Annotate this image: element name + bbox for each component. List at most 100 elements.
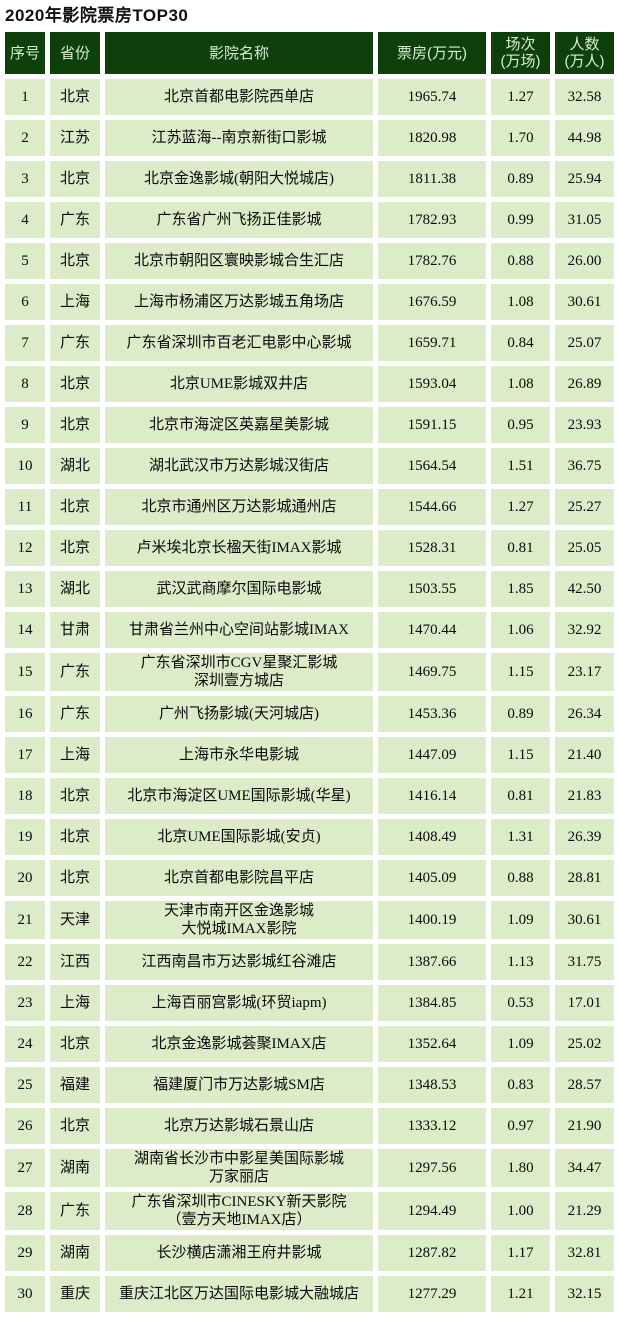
cinema-cell: 上海市永华电影城: [105, 737, 373, 773]
attendance-cell: 23.93: [555, 407, 614, 443]
rank-cell: 10: [5, 448, 45, 484]
attendance-cell: 28.57: [555, 1067, 614, 1103]
rank-cell: 3: [5, 161, 45, 197]
cinema-cell: 北京UME国际影城(安贞): [105, 819, 373, 855]
rank-cell: 11: [5, 489, 45, 525]
cinema-cell: 北京市通州区万达影城通州店: [105, 489, 373, 525]
cinema-cell: 北京金逸影城荟聚IMAX店: [105, 1026, 373, 1062]
box-office-cell: 1782.93: [378, 202, 486, 238]
province-cell: 天津: [50, 901, 100, 939]
province-cell: 湖北: [50, 448, 100, 484]
cinema-cell: 北京首都电影院昌平店: [105, 860, 373, 896]
cinema-cell: 北京市海淀区UME国际影城(华星): [105, 778, 373, 814]
rank-cell: 22: [5, 944, 45, 980]
screenings-cell: 1.27: [491, 79, 550, 115]
attendance-cell: 25.07: [555, 325, 614, 361]
attendance-cell: 26.34: [555, 696, 614, 732]
rank-cell: 30: [5, 1276, 45, 1312]
rank-cell: 6: [5, 284, 45, 320]
table-row: 19 北京 北京UME国际影城(安贞) 1408.49 1.31 26.39: [5, 819, 614, 855]
table-row: 3 北京 北京金逸影城(朝阳大悦城店) 1811.38 0.89 25.94: [5, 161, 614, 197]
attendance-cell: 30.61: [555, 284, 614, 320]
rank-cell: 19: [5, 819, 45, 855]
box-office-cell: 1782.76: [378, 243, 486, 279]
attendance-cell: 17.01: [555, 985, 614, 1021]
province-cell: 北京: [50, 530, 100, 566]
cinema-cell: 湖北武汉市万达影城汉街店: [105, 448, 373, 484]
box-office-cell: 1469.75: [378, 653, 486, 691]
province-cell: 上海: [50, 284, 100, 320]
screenings-cell: 0.81: [491, 778, 550, 814]
box-office-cell: 1503.55: [378, 571, 486, 607]
province-cell: 北京: [50, 366, 100, 402]
box-office-cell: 1544.66: [378, 489, 486, 525]
box-office-cell: 1564.54: [378, 448, 486, 484]
table-row: 6 上海 上海市杨浦区万达影城五角场店 1676.59 1.08 30.61: [5, 284, 614, 320]
header-row: 序号 省份 影院名称 票房(万元) 场次 (万场) 人数 (万人): [5, 32, 614, 74]
rank-cell: 14: [5, 612, 45, 648]
screenings-cell: 1.15: [491, 737, 550, 773]
screenings-cell: 0.53: [491, 985, 550, 1021]
province-cell: 福建: [50, 1067, 100, 1103]
cinema-cell: 北京市朝阳区寰映影城合生汇店: [105, 243, 373, 279]
box-office-cell: 1470.44: [378, 612, 486, 648]
attendance-cell: 23.17: [555, 653, 614, 691]
cinema-cell: 北京首都电影院西单店: [105, 79, 373, 115]
attendance-cell: 25.27: [555, 489, 614, 525]
screenings-cell: 0.84: [491, 325, 550, 361]
screenings-cell: 1.00: [491, 1192, 550, 1230]
column-header-cinema: 影院名称: [105, 32, 373, 74]
table-row: 25 福建 福建厦门市万达影城SM店 1348.53 0.83 28.57: [5, 1067, 614, 1103]
province-cell: 广东: [50, 325, 100, 361]
attendance-cell: 21.29: [555, 1192, 614, 1230]
table-body: 1 北京 北京首都电影院西单店 1965.74 1.27 32.58 2 江苏 …: [5, 79, 614, 1312]
cinema-cell: 广东省深圳市百老汇电影中心影城: [105, 325, 373, 361]
screenings-cell: 1.06: [491, 612, 550, 648]
attendance-cell: 25.05: [555, 530, 614, 566]
province-cell: 北京: [50, 161, 100, 197]
screenings-cell: 0.95: [491, 407, 550, 443]
cinema-cell: 广东省深圳市CINESKY新天影院 （壹方天地IMAX店）: [105, 1192, 373, 1230]
box-office-cell: 1352.64: [378, 1026, 486, 1062]
attendance-cell: 21.90: [555, 1108, 614, 1144]
screenings-cell: 0.89: [491, 161, 550, 197]
attendance-cell: 25.02: [555, 1026, 614, 1062]
province-cell: 湖南: [50, 1149, 100, 1187]
attendance-cell: 31.75: [555, 944, 614, 980]
screenings-cell: 1.08: [491, 284, 550, 320]
box-office-cell: 1811.38: [378, 161, 486, 197]
table-row: 29 湖南 长沙横店潇湘王府井影城 1287.82 1.17 32.81: [5, 1235, 614, 1271]
cinema-cell: 长沙横店潇湘王府井影城: [105, 1235, 373, 1271]
attendance-cell: 42.50: [555, 571, 614, 607]
table-row: 18 北京 北京市海淀区UME国际影城(华星) 1416.14 0.81 21.…: [5, 778, 614, 814]
box-office-cell: 1447.09: [378, 737, 486, 773]
table-row: 12 北京 卢米埃北京长楹天街IMAX影城 1528.31 0.81 25.05: [5, 530, 614, 566]
box-office-cell: 1453.36: [378, 696, 486, 732]
page-title: 2020年影院票房TOP30: [5, 6, 189, 25]
screenings-cell: 1.21: [491, 1276, 550, 1312]
screenings-cell: 1.13: [491, 944, 550, 980]
table-row: 15 广东 广东省深圳市CGV星聚汇影城 深圳壹方城店 1469.75 1.15…: [5, 653, 614, 691]
table-row: 30 重庆 重庆江北区万达国际电影城大融城店 1277.29 1.21 32.1…: [5, 1276, 614, 1312]
cinema-cell: 北京金逸影城(朝阳大悦城店): [105, 161, 373, 197]
cinema-cell: 北京UME影城双井店: [105, 366, 373, 402]
rank-cell: 15: [5, 653, 45, 691]
rank-cell: 2: [5, 120, 45, 156]
table-row: 20 北京 北京首都电影院昌平店 1405.09 0.88 28.81: [5, 860, 614, 896]
province-cell: 湖南: [50, 1235, 100, 1271]
province-cell: 北京: [50, 1026, 100, 1062]
table-row: 28 广东 广东省深圳市CINESKY新天影院 （壹方天地IMAX店） 1294…: [5, 1192, 614, 1230]
cinema-cell: 武汉武商摩尔国际电影城: [105, 571, 373, 607]
province-cell: 重庆: [50, 1276, 100, 1312]
box-office-cell: 1387.66: [378, 944, 486, 980]
screenings-cell: 1.27: [491, 489, 550, 525]
rank-cell: 5: [5, 243, 45, 279]
table-row: 21 天津 天津市南开区金逸影城 大悦城IMAX影院 1400.19 1.09 …: [5, 901, 614, 939]
screenings-cell: 1.85: [491, 571, 550, 607]
screenings-cell: 1.08: [491, 366, 550, 402]
attendance-cell: 36.75: [555, 448, 614, 484]
rank-cell: 21: [5, 901, 45, 939]
province-cell: 北京: [50, 1108, 100, 1144]
table-header: 序号 省份 影院名称 票房(万元) 场次 (万场) 人数 (万人): [5, 32, 614, 74]
rank-cell: 29: [5, 1235, 45, 1271]
